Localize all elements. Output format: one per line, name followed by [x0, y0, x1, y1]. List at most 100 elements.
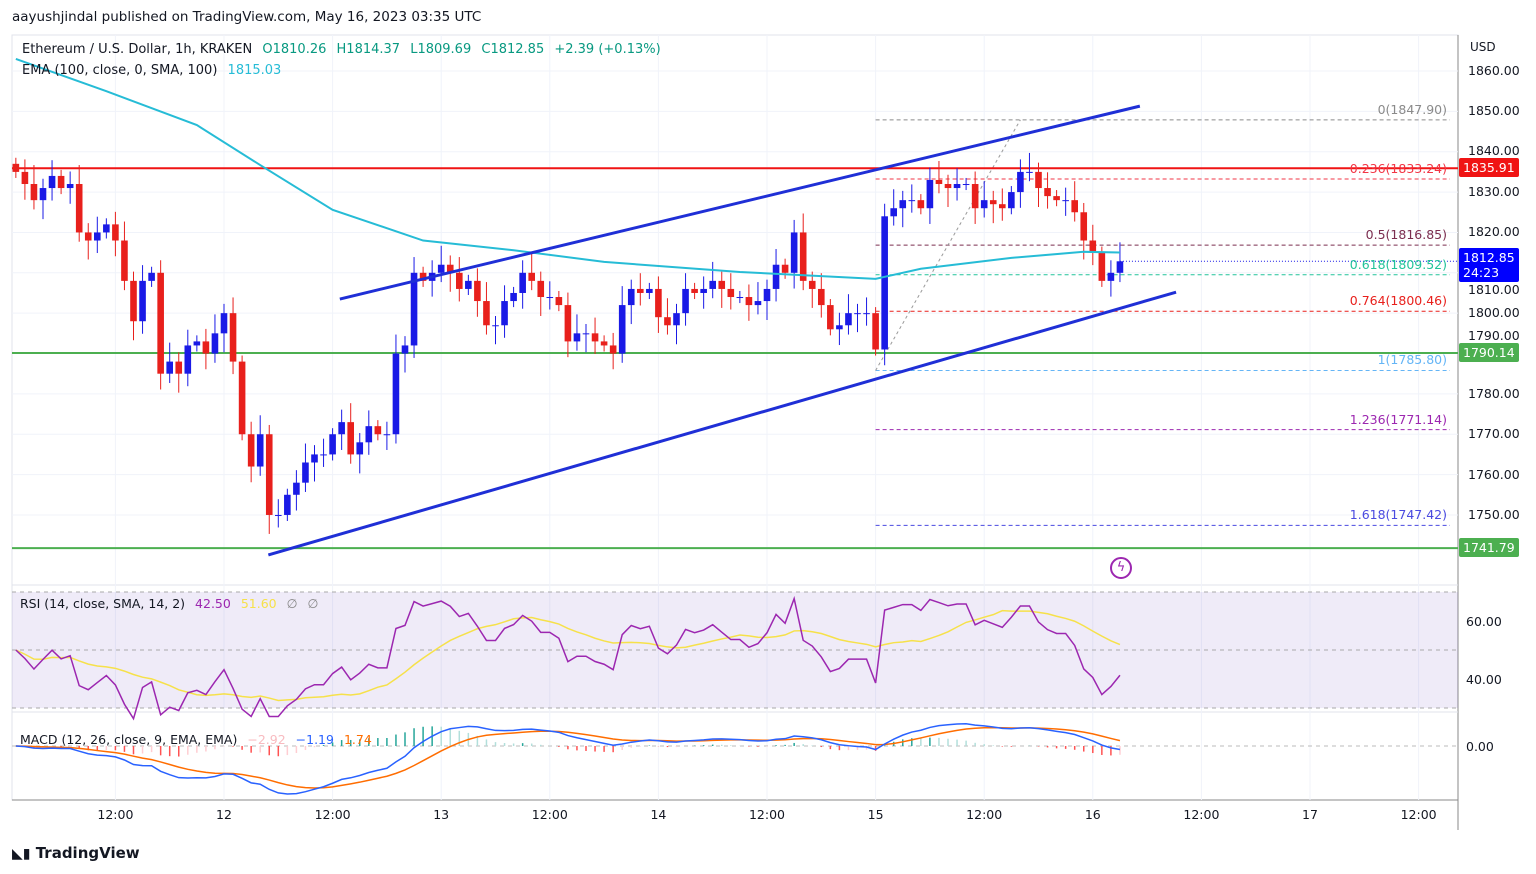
- candle-body: [935, 179, 943, 185]
- candle-body: [736, 297, 744, 299]
- candle-body: [175, 361, 183, 374]
- candle-body: [112, 224, 119, 241]
- time-tick: 16: [1084, 807, 1101, 822]
- candle-body: [944, 184, 952, 189]
- candle-body: [718, 280, 726, 289]
- candle-body: [284, 494, 291, 515]
- channel-upper-line: [339, 104, 1141, 301]
- candle-body: [999, 204, 1006, 209]
- candle-body: [474, 280, 481, 302]
- fib-level-label: 1.618(1747.42): [1349, 507, 1447, 523]
- candle-body: [591, 333, 599, 342]
- candle-body: [1071, 200, 1078, 213]
- candle-body: [917, 200, 925, 209]
- candle-body: [537, 280, 545, 298]
- candle-body: [94, 232, 101, 241]
- candle-body: [320, 454, 327, 456]
- rsi-extra-2: ∅: [307, 596, 319, 611]
- price-tick: 1750.00: [1468, 506, 1520, 522]
- time-tick: 12:00: [748, 807, 786, 822]
- candle-body: [329, 434, 336, 455]
- rsi-line: [15, 595, 1121, 721]
- candle-body: [356, 442, 364, 455]
- candle-body: [836, 325, 843, 330]
- time-tick: 12:00: [531, 807, 568, 822]
- candle-body: [646, 288, 653, 293]
- candle-body: [890, 208, 897, 217]
- candle-body: [899, 200, 907, 209]
- fib-level-label: 0(1847.90): [1377, 101, 1447, 117]
- candle-body: [220, 313, 228, 334]
- candle-body: [229, 313, 237, 362]
- rsi-tick-60: 60.00: [1466, 614, 1502, 629]
- candle-body: [655, 288, 662, 318]
- candle-body: [121, 240, 128, 281]
- candle-body: [600, 341, 608, 346]
- time-tick: 14: [650, 807, 667, 822]
- tradingview-logo[interactable]: ◣▮ TradingView: [12, 844, 140, 862]
- candle-body: [202, 341, 210, 354]
- time-tick: 15: [867, 807, 884, 822]
- macd-label: MACD (12, 26, close, 9, EMA, EMA): [20, 732, 238, 747]
- macd-value: −1.19: [295, 732, 334, 747]
- candle-body: [818, 288, 825, 306]
- price-badge: 1835.91: [1459, 158, 1519, 178]
- price-tick: 1770.00: [1468, 426, 1520, 442]
- candle-body: [926, 179, 934, 209]
- symbol-legend: Ethereum / U.S. Dollar, 1h, KRAKEN O1810…: [22, 42, 667, 57]
- candle-body: [573, 333, 581, 342]
- macd-hist-value: −2.92: [247, 732, 286, 747]
- candle-body: [754, 301, 762, 306]
- time-tick: 13: [433, 807, 450, 822]
- fib-level-label: 0.618(1809.52): [1349, 256, 1447, 272]
- candle-body: [691, 288, 698, 293]
- candle-body: [302, 462, 309, 483]
- candle-body: [872, 313, 879, 350]
- candle-body: [881, 216, 888, 350]
- candle-body: [193, 341, 201, 346]
- ema-100-line: [15, 57, 1120, 280]
- candle-body: [437, 264, 445, 273]
- candle-body: [419, 272, 427, 281]
- candle-body: [772, 264, 780, 289]
- fib-level-label: 1(1785.80): [1377, 352, 1447, 368]
- candle-body: [1053, 196, 1060, 201]
- candle-body: [1098, 252, 1106, 281]
- price-tick: 1820.00: [1468, 224, 1520, 240]
- price-tick: 1840.00: [1468, 142, 1520, 158]
- candle-body: [1044, 188, 1051, 197]
- fib-level-label: 1.236(1771.14): [1349, 411, 1447, 427]
- lightning-icon[interactable]: ϟ: [1110, 557, 1132, 579]
- candle-body: [1017, 171, 1024, 193]
- last-price-badge: 1812.85 24:23: [1459, 248, 1519, 283]
- price-tick: 1760.00: [1468, 466, 1520, 482]
- candle-body: [799, 232, 807, 281]
- candle-body: [709, 280, 716, 289]
- ohlc-open: O1810.26: [262, 42, 327, 57]
- candle-body: [483, 301, 490, 326]
- price-tick: 1800.00: [1468, 305, 1520, 321]
- candle-body: [980, 200, 988, 209]
- candle-body: [256, 434, 264, 467]
- rsi-tick-40: 40.00: [1466, 672, 1502, 687]
- ohlc-close: C1812.85: [481, 42, 545, 57]
- candle-body: [673, 313, 680, 326]
- candle-body: [1035, 171, 1042, 189]
- time-tick: 12: [216, 807, 232, 822]
- candle-body: [365, 426, 373, 443]
- candle-body: [265, 434, 273, 515]
- candle-body: [745, 297, 753, 306]
- macd-legend: MACD (12, 26, close, 9, EMA, EMA) −2.92 …: [20, 732, 372, 747]
- candle-body: [1062, 200, 1069, 202]
- price-tick: 1830.00: [1468, 184, 1520, 200]
- fib-trend-line: [875, 119, 1021, 371]
- candle-body: [627, 288, 635, 306]
- candle-body: [790, 232, 798, 273]
- candle-body: [347, 422, 354, 455]
- rsi-sma-value: 51.60: [240, 596, 277, 611]
- candle-body: [763, 288, 771, 302]
- ema-legend: EMA (100, close, 0, SMA, 100) 1815.03: [22, 63, 281, 78]
- time-tick: 17: [1302, 807, 1318, 822]
- price-tick: 1850.00: [1468, 103, 1520, 119]
